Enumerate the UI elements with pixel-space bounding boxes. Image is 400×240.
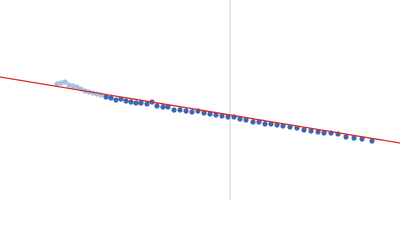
data-point bbox=[262, 121, 268, 127]
data-point bbox=[177, 107, 183, 113]
data-point bbox=[189, 109, 195, 115]
page: {"chart_data": {"type": "scatter", "xlim… bbox=[0, 0, 400, 200]
data-point bbox=[308, 128, 314, 134]
data-point bbox=[70, 83, 76, 89]
data-point bbox=[250, 119, 256, 125]
data-point bbox=[165, 104, 171, 110]
data-point bbox=[171, 107, 177, 113]
data-point bbox=[359, 136, 365, 142]
data-point bbox=[54, 81, 60, 87]
data-point bbox=[213, 112, 219, 118]
data-point bbox=[103, 94, 109, 100]
data-point bbox=[219, 113, 225, 119]
data-point bbox=[207, 111, 213, 117]
data-point bbox=[280, 123, 286, 129]
data-point bbox=[123, 98, 129, 104]
data-point bbox=[58, 80, 64, 86]
data-point bbox=[301, 127, 307, 133]
data-point bbox=[108, 95, 114, 101]
data-point bbox=[315, 129, 321, 135]
chart bbox=[0, 0, 400, 200]
data-point bbox=[74, 84, 80, 90]
data-point bbox=[321, 130, 327, 136]
data-point bbox=[351, 135, 357, 141]
data-point bbox=[160, 104, 166, 110]
data-point bbox=[128, 99, 134, 105]
data-point bbox=[268, 121, 274, 127]
data-point bbox=[183, 108, 189, 114]
data-point bbox=[144, 101, 150, 107]
data-point bbox=[138, 100, 144, 106]
data-point bbox=[225, 114, 231, 120]
data-point bbox=[274, 122, 280, 128]
data-point bbox=[243, 117, 249, 123]
data-point bbox=[133, 100, 139, 106]
data-point bbox=[154, 103, 160, 109]
data-point bbox=[201, 110, 207, 116]
data-point bbox=[369, 138, 375, 144]
data-point bbox=[113, 97, 119, 103]
data-point bbox=[256, 119, 262, 125]
data-point bbox=[62, 79, 68, 85]
data-point bbox=[343, 134, 349, 140]
data-point bbox=[237, 116, 243, 122]
data-point bbox=[66, 82, 72, 88]
fit-line bbox=[0, 76, 400, 144]
